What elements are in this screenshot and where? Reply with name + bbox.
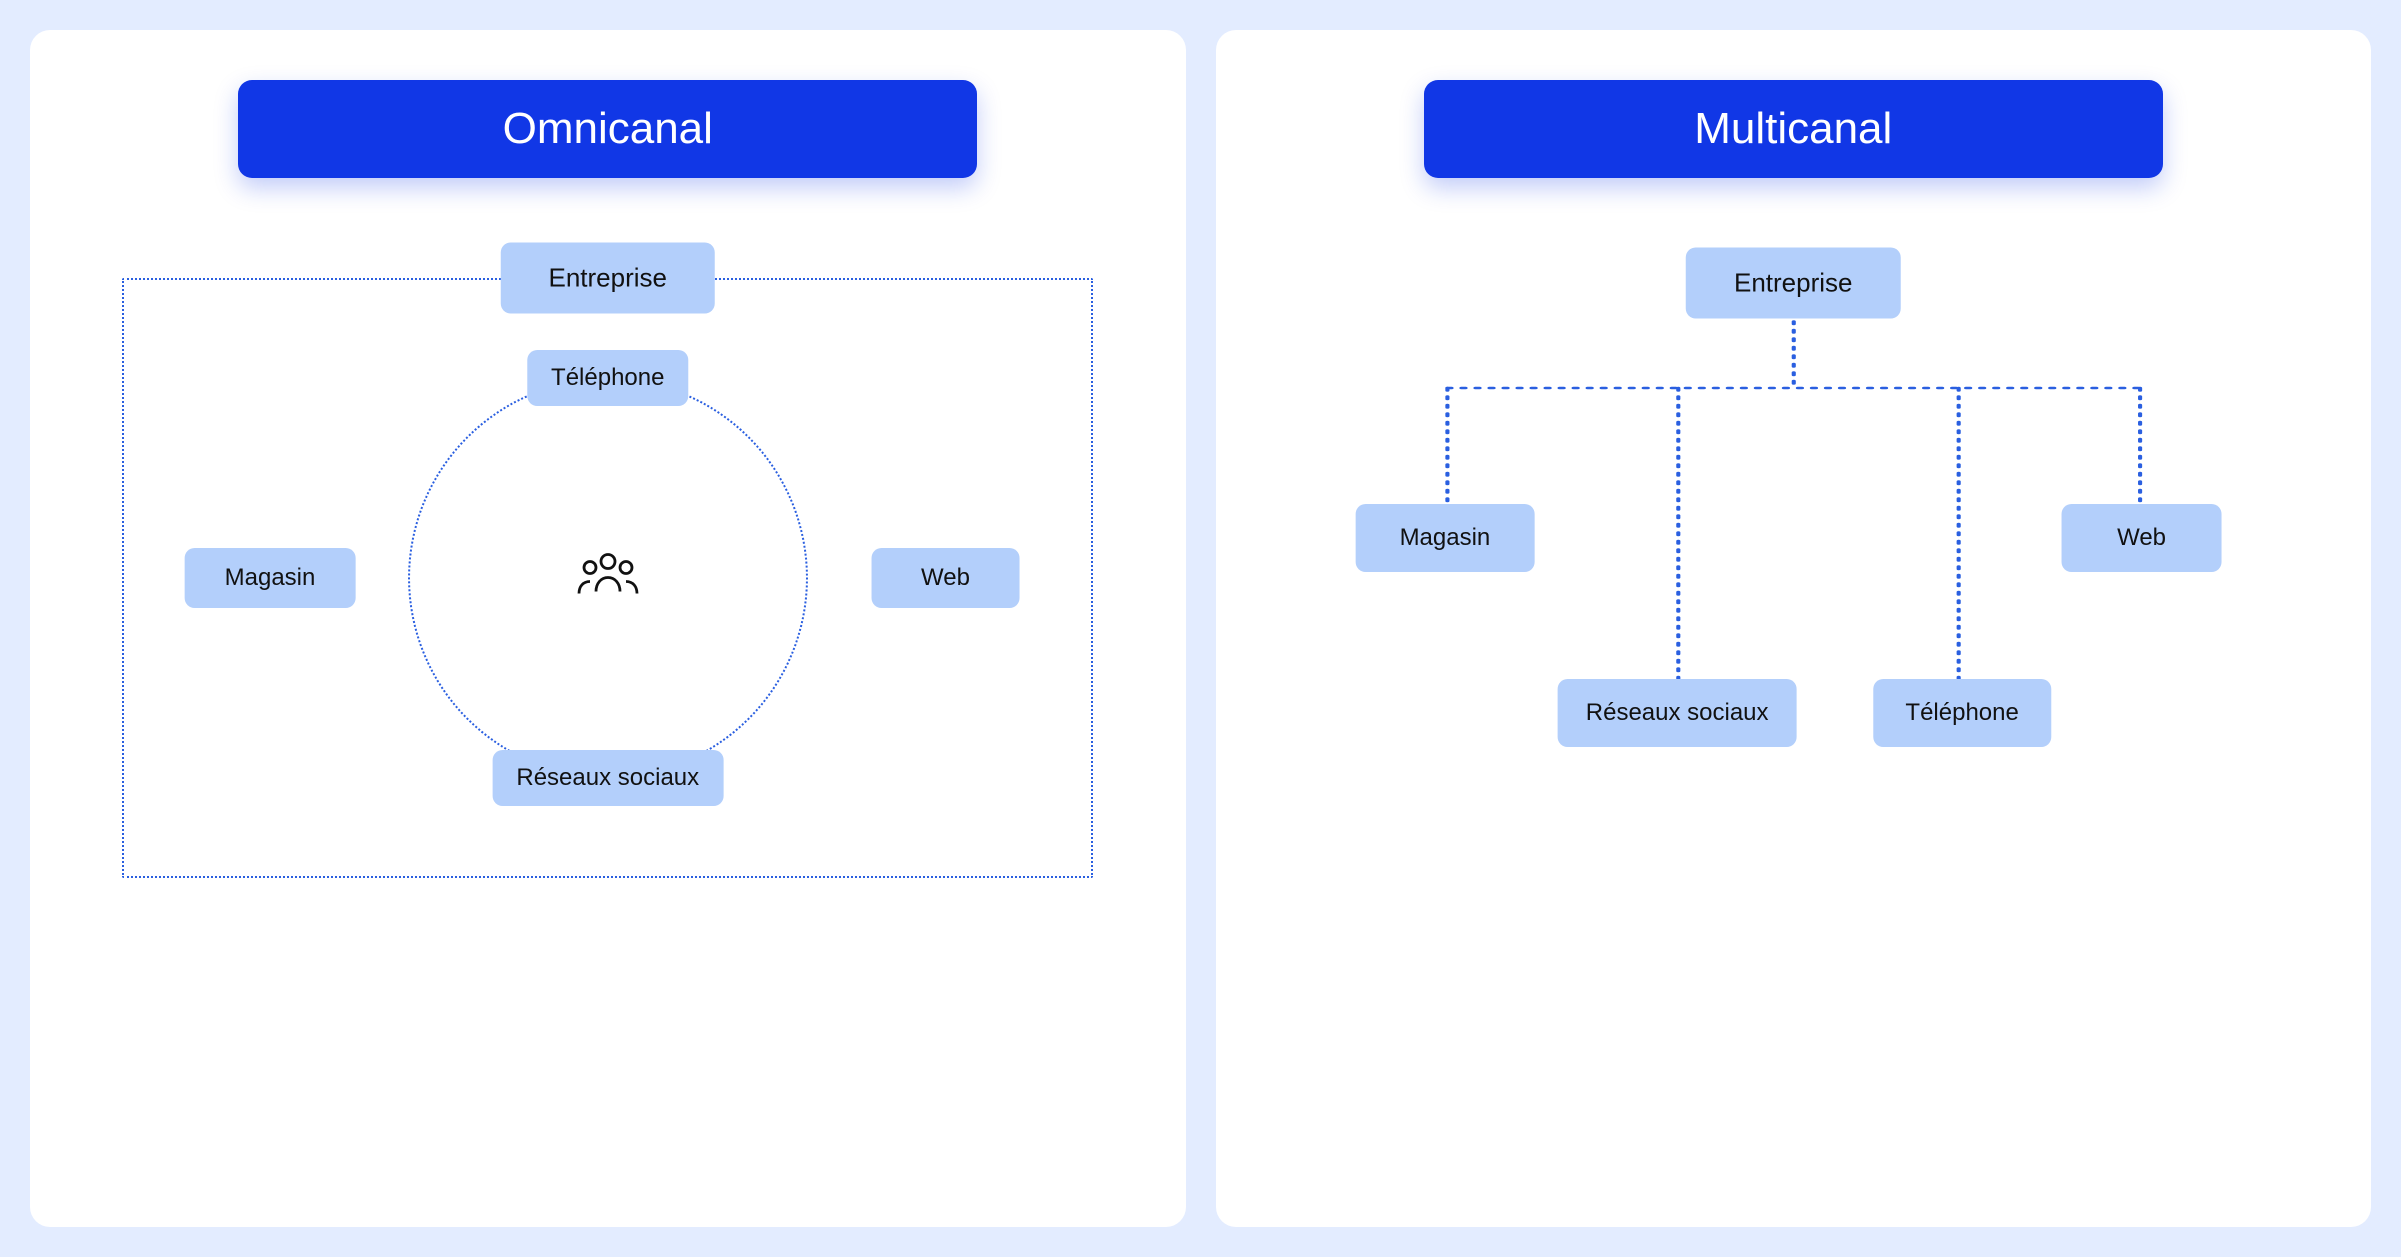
multicanal-panel: Multicanal Entreprise Magasin [1216,30,2372,1227]
multicanal-title: Multicanal [1424,80,2163,178]
multi-branch-web: Web [2061,504,2222,572]
multi-root-node: Entreprise [1686,248,1901,319]
multi-branch-magasin: Magasin [1356,504,1535,572]
omni-channel-left: Magasin [185,548,356,608]
omnicanal-title: Omnicanal [238,80,977,178]
people-group-icon [572,548,644,609]
omni-root-node: Entreprise [501,243,716,314]
omni-channel-top: Téléphone [527,350,688,406]
omnicanal-diagram: Entreprise Téléphone Magasin Web Réseaux… [80,238,1136,938]
omnicanal-panel: Omnicanal Entreprise Téléphone Magasin W… [30,30,1186,1227]
multi-branch-reseaux: Réseaux sociaux [1558,679,1797,747]
multi-branch-telephone: Téléphone [1873,679,2050,747]
multi-connectors [1266,238,2322,938]
omni-channel-right: Web [871,548,1020,608]
omni-channel-bottom: Réseaux sociaux [492,750,723,806]
multicanal-diagram: Entreprise Magasin Web Réseaux sociaux T… [1266,238,2322,938]
